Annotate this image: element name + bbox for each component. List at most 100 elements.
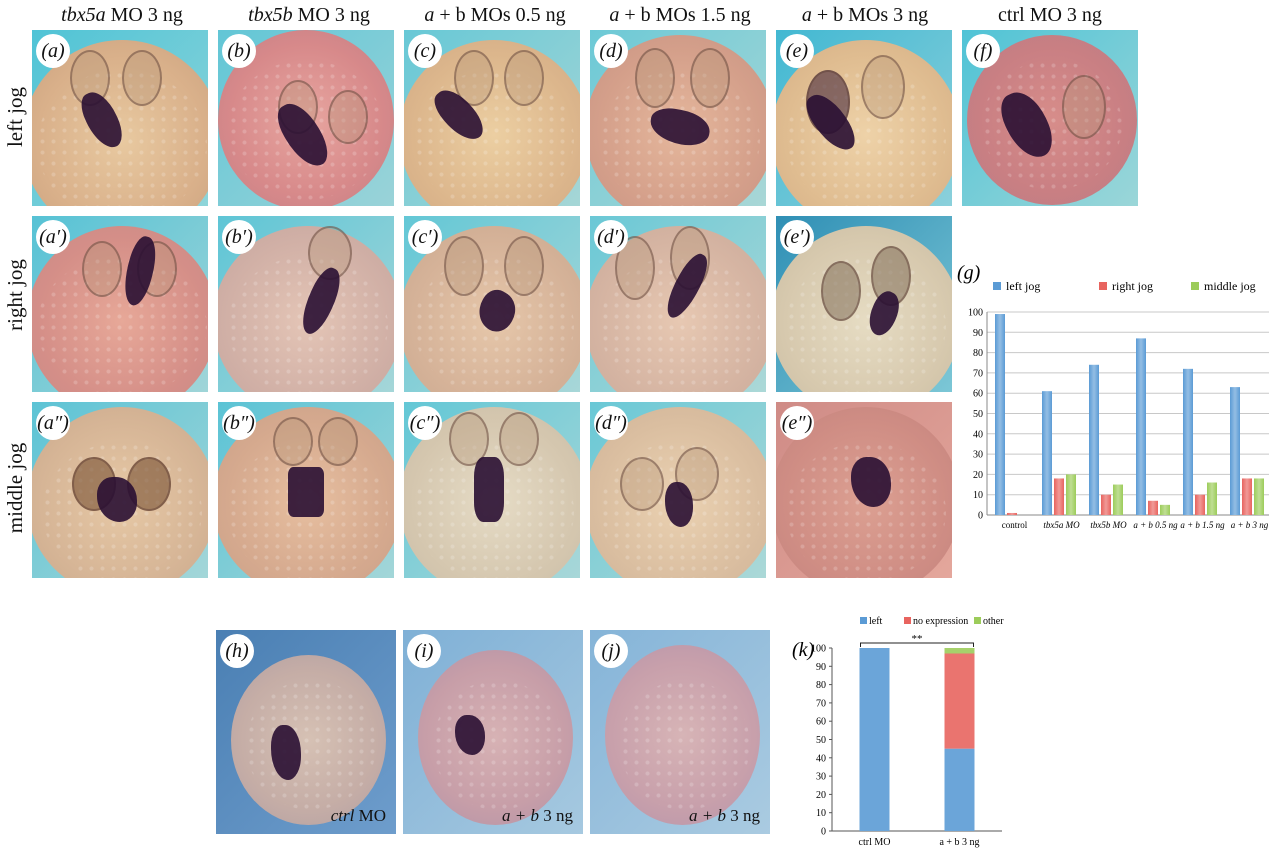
- panel-label: (d″): [594, 406, 628, 440]
- eye-right: [499, 412, 539, 466]
- panel-label: (e′): [780, 220, 814, 254]
- heart-stain: [851, 457, 891, 507]
- embryo-image: [231, 655, 386, 825]
- column-header-3: a + b MOs 0.5 ng: [424, 4, 566, 26]
- bar-left-jog: [1042, 391, 1052, 515]
- panel-j: (j) a + b 3 ng: [590, 630, 770, 834]
- bar-segment-left: [944, 748, 975, 831]
- row-label-right-jog: right jog: [3, 259, 27, 331]
- heart-stain: [288, 467, 324, 517]
- bar-left-jog: [1136, 338, 1146, 515]
- chart-g: (g) left jog right jog middle jog 0 10 20 30 40 5…: [955, 255, 1275, 570]
- eye-right: [318, 417, 358, 466]
- panel-label: (a′): [36, 220, 70, 254]
- heart-stain: [97, 477, 137, 522]
- panel-f: (f): [962, 30, 1138, 206]
- column-header-4: a + b MOs 1.5 ng: [609, 4, 751, 26]
- x-tick-label: tbx5b MO: [1090, 520, 1127, 530]
- legend-swatch: [860, 617, 867, 624]
- y-tick-label: 50: [816, 735, 826, 746]
- bar-right-jog: [1007, 512, 1017, 515]
- panel-label: (c): [408, 34, 442, 68]
- eye-left: [635, 48, 675, 108]
- y-tick-label: 50: [973, 409, 983, 420]
- bar-left-jog: [1089, 364, 1099, 515]
- row-label-middle-jog: middle jog: [3, 442, 27, 534]
- panel-label: (a): [36, 34, 70, 68]
- panel-label: (f): [966, 34, 1000, 68]
- y-tick-label: 80: [816, 680, 826, 691]
- column-header-5: a + b MOs 3 ng: [801, 4, 929, 26]
- y-tick-label: 70: [973, 368, 983, 379]
- panel-b-double-prime: (b″): [218, 402, 394, 578]
- legend-swatch: [1191, 282, 1199, 290]
- y-tick-label: 40: [816, 753, 826, 764]
- legend-label: left jog: [1006, 279, 1040, 293]
- panel-i: (i) a + b 3 ng: [403, 630, 583, 834]
- x-tick-label: a + b 3 ng: [939, 837, 979, 848]
- panel-e-double-prime: (e″): [776, 402, 952, 578]
- panel-label: (i): [407, 634, 441, 668]
- eye-left: [444, 236, 484, 296]
- y-tick-label: 10: [816, 808, 826, 819]
- bar-right-jog: [1242, 478, 1252, 515]
- chart-k: (k) left no expression other 0 10 20 30 40 50 60 70…: [790, 612, 1010, 850]
- panel-caption: ctrl MO: [330, 806, 386, 825]
- y-tick-label: 70: [816, 698, 826, 709]
- yolk-texture: [786, 256, 946, 392]
- panel-e: (e): [776, 30, 952, 206]
- eye-right: [690, 48, 730, 108]
- panel-h: (h) ctrl MO: [216, 630, 396, 834]
- y-tick-label: 90: [973, 328, 983, 339]
- embryo-image: [776, 226, 952, 392]
- panel-e-prime: (e′): [776, 216, 952, 392]
- panel-label: (e): [780, 34, 814, 68]
- yolk-texture: [433, 680, 563, 810]
- eye-right: [861, 55, 905, 119]
- eye-left: [82, 241, 122, 297]
- y-tick-label: 30: [816, 772, 826, 783]
- panel-label: (h): [220, 634, 254, 668]
- embryo-image: [605, 645, 760, 825]
- y-tick-label: 20: [816, 790, 826, 801]
- panel-label: (j): [594, 634, 628, 668]
- eye-right: [504, 50, 544, 106]
- y-tick-label: 20: [973, 470, 983, 481]
- panel-b-prime: (b′): [218, 216, 394, 392]
- legend-label: middle jog: [1204, 279, 1256, 293]
- legend-swatch: [904, 617, 911, 624]
- legend-swatch: [1099, 282, 1107, 290]
- yolk-texture: [620, 680, 750, 810]
- y-tick-label: 100: [968, 308, 983, 319]
- embryo-image: [967, 35, 1137, 205]
- legend-swatch: [974, 617, 981, 624]
- panel-c-double-prime: (c″): [404, 402, 580, 578]
- column-header-1: tbx5a MO 3 ng: [61, 4, 183, 26]
- panel-label: (d′): [594, 220, 628, 254]
- legend-label: no expression: [913, 616, 968, 627]
- panel-label: (a″): [36, 406, 70, 440]
- bar-segment-left: [859, 648, 890, 831]
- panel-c: (c): [404, 30, 580, 206]
- panel-label: (b″): [222, 406, 256, 440]
- column-header-6: ctrl MO 3 ng: [998, 4, 1102, 26]
- panel-label: (c″): [408, 406, 442, 440]
- significance-bracket: [860, 642, 974, 647]
- yolk-texture: [37, 256, 207, 392]
- bar-middle-jog: [1207, 482, 1217, 515]
- bar-left-jog: [995, 314, 1005, 515]
- panel-d-double-prime: (d″): [590, 402, 766, 578]
- chart-panel-label: (g): [957, 262, 981, 284]
- y-tick-label: 30: [973, 450, 983, 461]
- y-tick-label: 40: [973, 429, 983, 440]
- significance-marker: **: [912, 633, 923, 645]
- bar-left-jog: [1183, 368, 1193, 515]
- panel-caption: a + b 3 ng: [502, 806, 573, 825]
- bar-segment-no-expression: [944, 653, 975, 749]
- bar-segment-other: [944, 648, 975, 654]
- x-tick-label: a + b 1.5 ng: [1180, 520, 1225, 530]
- y-tick-label: 0: [978, 511, 983, 522]
- panel-label: (b): [222, 34, 256, 68]
- panel-label: (d): [594, 34, 628, 68]
- eye-right: [328, 90, 368, 144]
